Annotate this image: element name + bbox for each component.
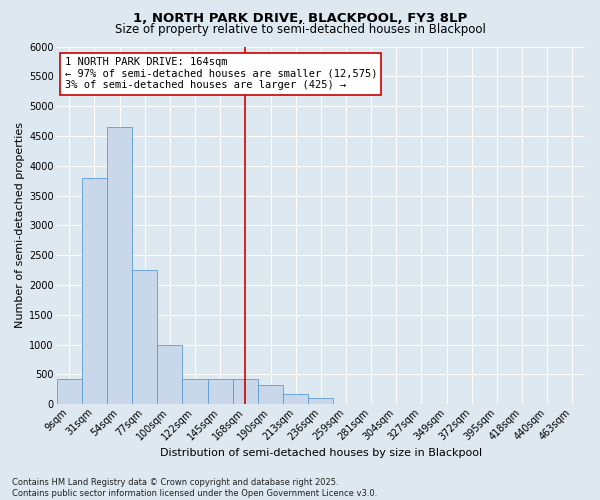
- Bar: [56, 378, 82, 404]
- Bar: [233, 378, 258, 404]
- Bar: [258, 384, 283, 404]
- Bar: [182, 378, 208, 404]
- Bar: [132, 270, 157, 404]
- Text: Size of property relative to semi-detached houses in Blackpool: Size of property relative to semi-detach…: [115, 24, 485, 36]
- Text: Contains HM Land Registry data © Crown copyright and database right 2025.
Contai: Contains HM Land Registry data © Crown c…: [12, 478, 377, 498]
- X-axis label: Distribution of semi-detached houses by size in Blackpool: Distribution of semi-detached houses by …: [160, 448, 482, 458]
- Bar: [308, 398, 334, 404]
- Bar: [208, 378, 233, 404]
- Bar: [283, 394, 308, 404]
- Bar: [107, 127, 132, 404]
- Text: 1 NORTH PARK DRIVE: 164sqm
← 97% of semi-detached houses are smaller (12,575)
3%: 1 NORTH PARK DRIVE: 164sqm ← 97% of semi…: [65, 57, 377, 90]
- Bar: [82, 178, 107, 404]
- Text: 1, NORTH PARK DRIVE, BLACKPOOL, FY3 8LP: 1, NORTH PARK DRIVE, BLACKPOOL, FY3 8LP: [133, 12, 467, 26]
- Y-axis label: Number of semi-detached properties: Number of semi-detached properties: [15, 122, 25, 328]
- Bar: [157, 344, 182, 405]
